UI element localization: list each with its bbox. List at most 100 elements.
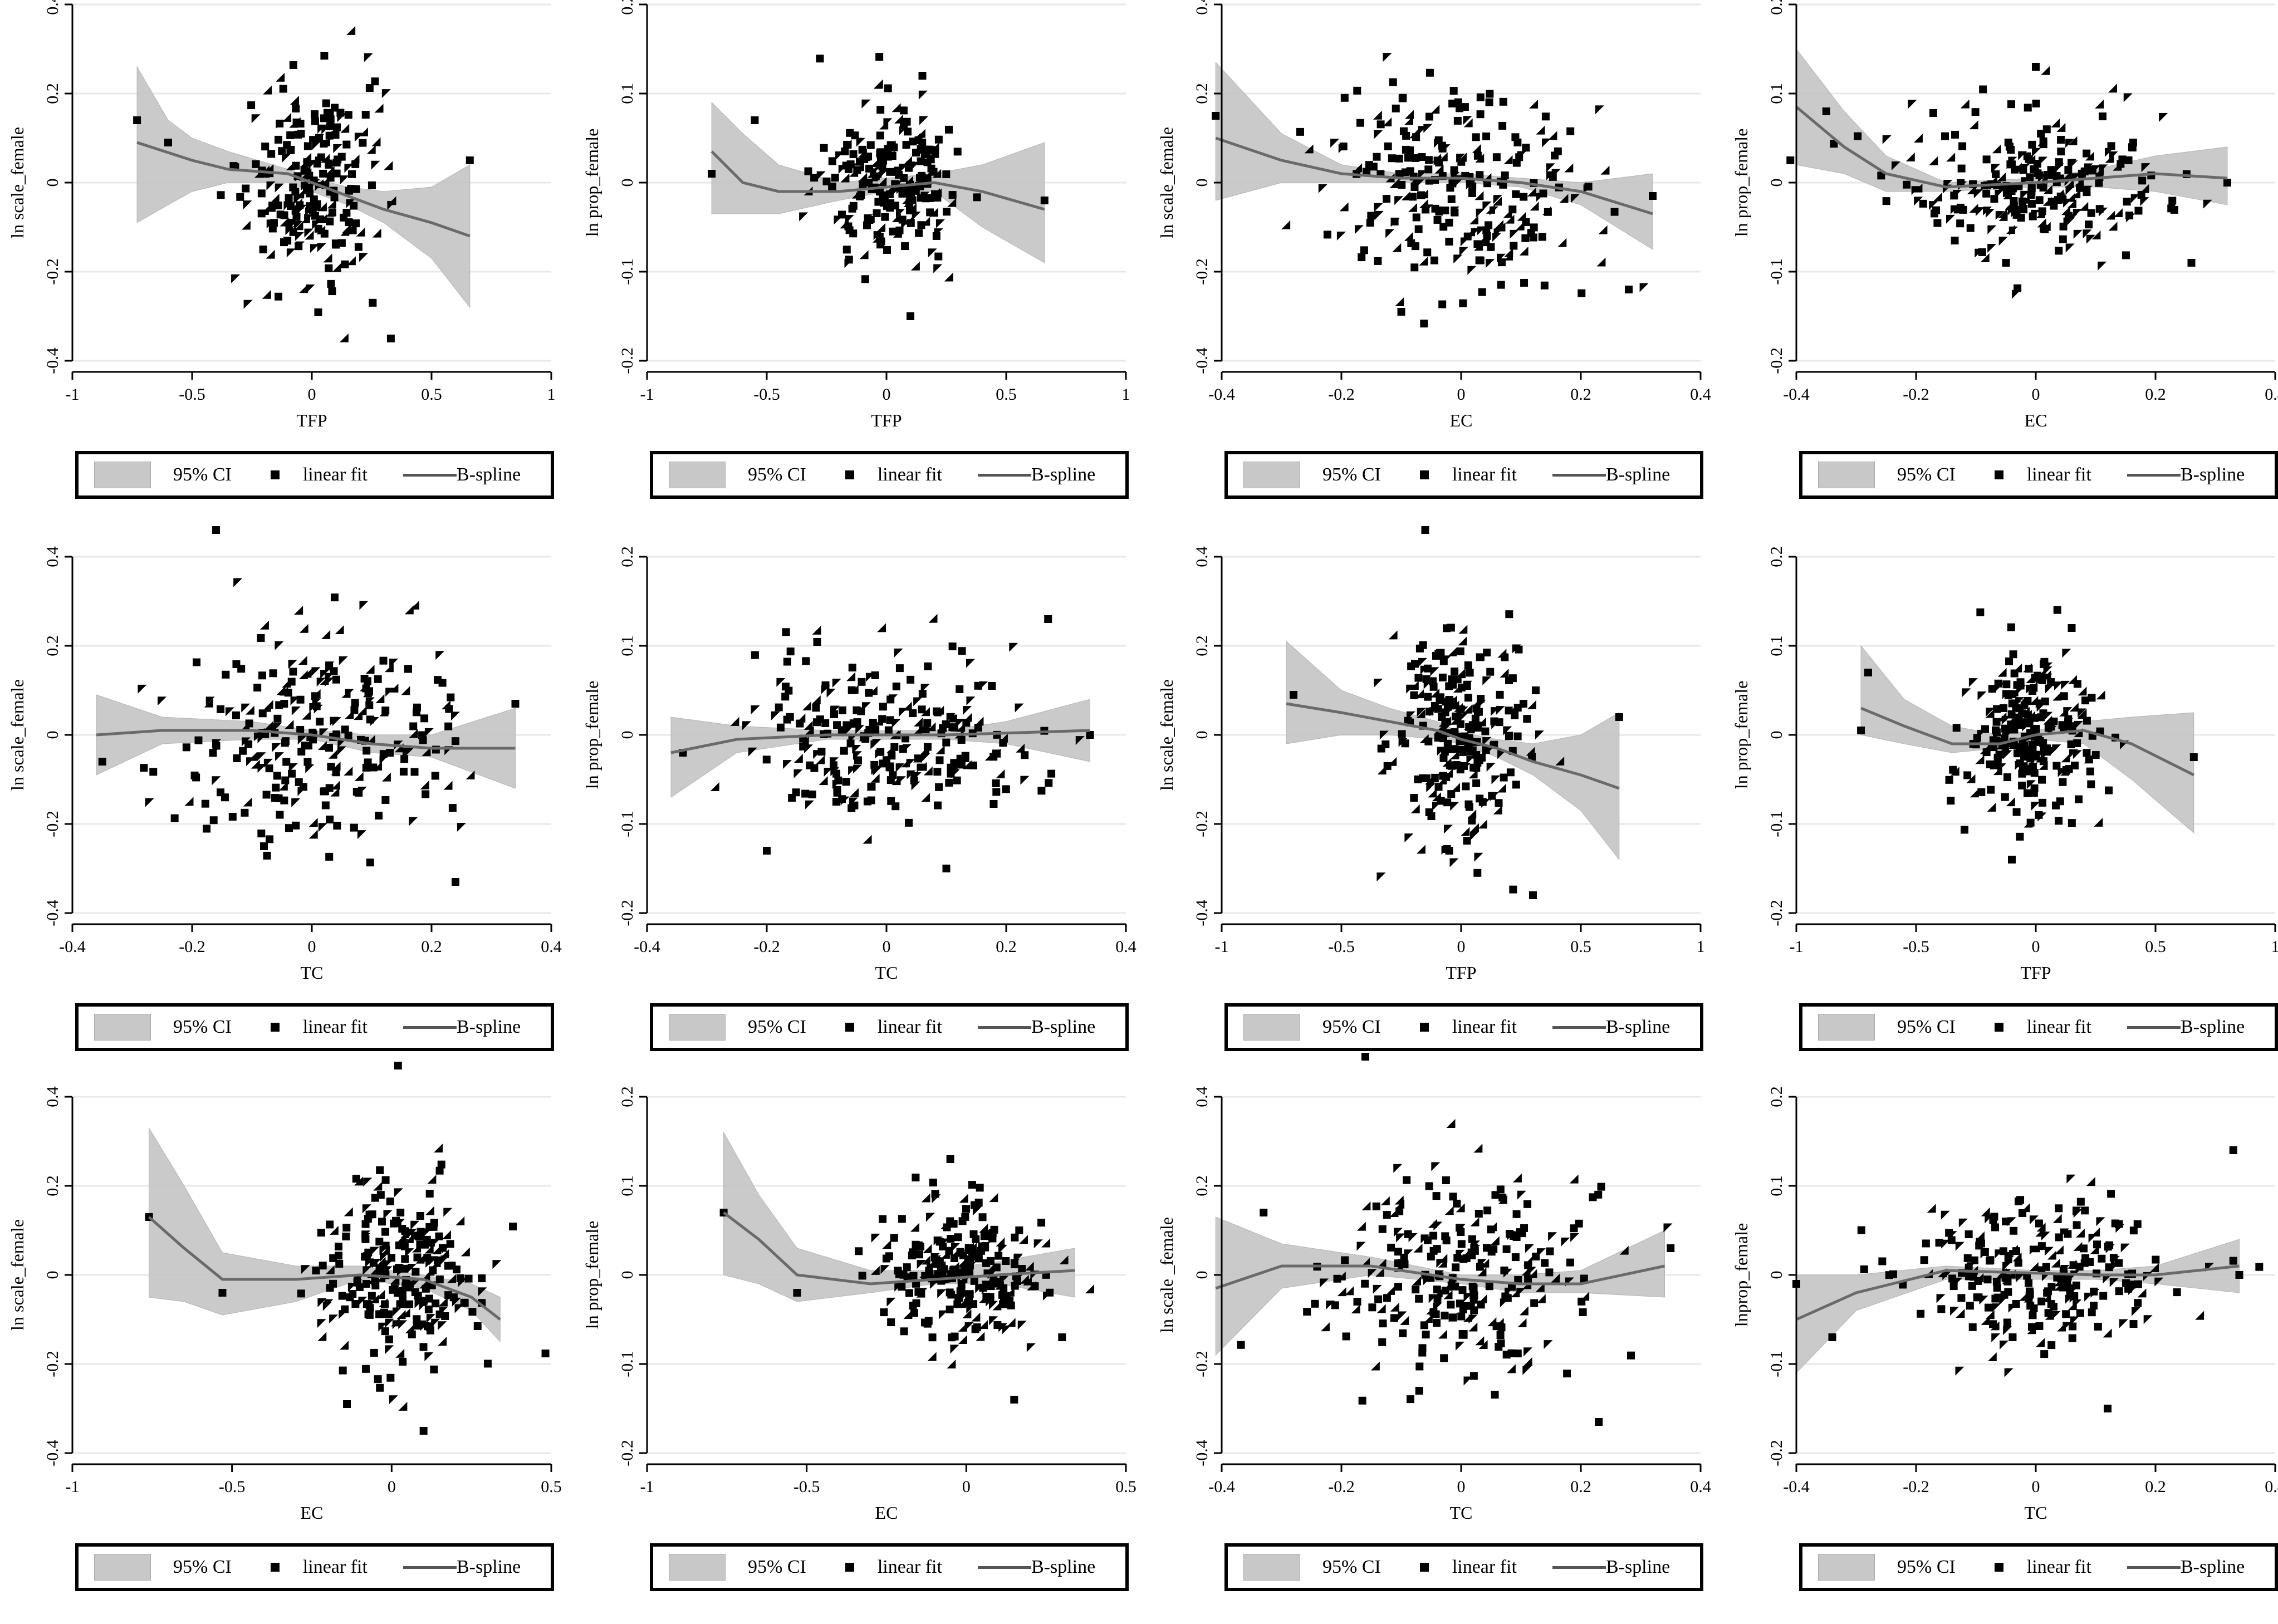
data-point <box>785 687 792 695</box>
data-point <box>1398 308 1405 316</box>
y-tick-label: 0 <box>1193 1271 1211 1279</box>
data-point <box>1451 668 1458 675</box>
data-point <box>381 1301 389 1308</box>
data-point <box>363 1300 371 1308</box>
data-point <box>1434 216 1442 224</box>
data-point <box>989 800 997 808</box>
legend-ci-label: 95% CI <box>748 1557 806 1578</box>
data-point <box>959 1194 968 1203</box>
data-point <box>2001 725 2009 733</box>
data-point <box>369 763 377 771</box>
data-point <box>2105 787 2113 794</box>
data-point <box>2003 773 2011 781</box>
data-point <box>374 1375 382 1383</box>
data-point <box>217 191 225 199</box>
data-point <box>1570 1175 1579 1184</box>
data-point <box>2055 817 2063 825</box>
data-point <box>282 737 290 745</box>
data-point <box>348 170 356 178</box>
data-point <box>929 1333 937 1341</box>
data-point <box>317 1319 326 1328</box>
y-axis-title: ln prop_female <box>582 129 602 237</box>
data-point <box>1417 192 1425 199</box>
x-axis-title: TC <box>2025 1503 2047 1523</box>
data-point <box>1393 1164 1402 1173</box>
data-point <box>1982 190 1990 198</box>
data-point <box>1394 1259 1402 1267</box>
data-point <box>2108 84 2117 92</box>
data-point <box>1937 1305 1945 1313</box>
data-point <box>398 1320 407 1329</box>
data-point <box>231 274 240 283</box>
data-point <box>919 91 928 100</box>
data-point <box>2090 1302 2098 1309</box>
data-point <box>1503 155 1512 164</box>
data-point <box>1379 1225 1387 1233</box>
data-point <box>171 815 179 822</box>
x-tick-label: -0.4 <box>1208 1478 1235 1496</box>
data-point <box>263 86 272 95</box>
data-point <box>863 222 871 229</box>
x-tick-label: 0.2 <box>421 938 442 956</box>
data-point <box>311 667 320 676</box>
data-point <box>1412 133 1420 141</box>
data-point <box>1368 1303 1376 1311</box>
data-point <box>1433 1319 1441 1327</box>
data-point <box>417 1212 424 1220</box>
data-point <box>328 287 336 295</box>
data-point <box>1402 168 1409 176</box>
data-point <box>420 1427 428 1435</box>
y-tick-label: 0 <box>43 179 62 187</box>
data-point <box>2001 793 2009 801</box>
data-point <box>1457 1313 1465 1321</box>
data-point <box>851 131 859 139</box>
point-swatch <box>845 1023 854 1032</box>
data-point <box>1889 1270 1897 1278</box>
data-point <box>2003 1278 2011 1286</box>
data-point <box>1510 242 1517 250</box>
data-point <box>979 1224 988 1233</box>
data-point <box>1523 715 1531 723</box>
data-point <box>863 835 872 843</box>
data-point <box>2137 1288 2146 1297</box>
y-tick-label: 0 <box>1767 1271 1786 1279</box>
data-point <box>1929 109 1937 117</box>
data-point <box>1443 1237 1451 1244</box>
data-point <box>426 1190 434 1198</box>
legend-fit-label: linear fit <box>1452 464 1517 485</box>
data-point <box>258 671 266 679</box>
data-point <box>1426 1306 1435 1314</box>
data-point <box>1599 225 1608 234</box>
ci-swatch <box>94 1014 151 1041</box>
data-point <box>267 181 276 190</box>
y-tick-label: -0.2 <box>618 900 636 926</box>
data-point <box>294 606 303 615</box>
y-tick-label: 0.1 <box>618 1175 636 1196</box>
data-point <box>474 1322 482 1330</box>
data-point <box>979 1213 987 1221</box>
data-point <box>896 763 905 772</box>
data-point <box>337 747 346 755</box>
data-point <box>1992 144 2001 153</box>
data-point <box>1950 1307 1959 1316</box>
data-point <box>2124 93 2133 102</box>
data-point <box>340 1341 349 1350</box>
data-point <box>2061 681 2070 690</box>
data-point <box>859 1272 866 1279</box>
data-point <box>386 1198 394 1205</box>
point-swatch <box>271 1563 280 1572</box>
data-point <box>401 686 410 695</box>
x-tick-label: -0.4 <box>634 938 660 956</box>
data-point <box>1446 847 1453 855</box>
data-point <box>792 788 800 796</box>
data-point <box>331 593 339 601</box>
data-point <box>1470 1372 1478 1380</box>
data-point <box>1561 1238 1570 1247</box>
data-point <box>378 1218 386 1225</box>
data-point <box>1505 732 1513 740</box>
x-tick-label: 0.4 <box>1690 1478 1711 1496</box>
data-point <box>371 77 379 85</box>
data-point <box>357 830 366 839</box>
y-tick-label: 0.2 <box>1767 1086 1786 1107</box>
